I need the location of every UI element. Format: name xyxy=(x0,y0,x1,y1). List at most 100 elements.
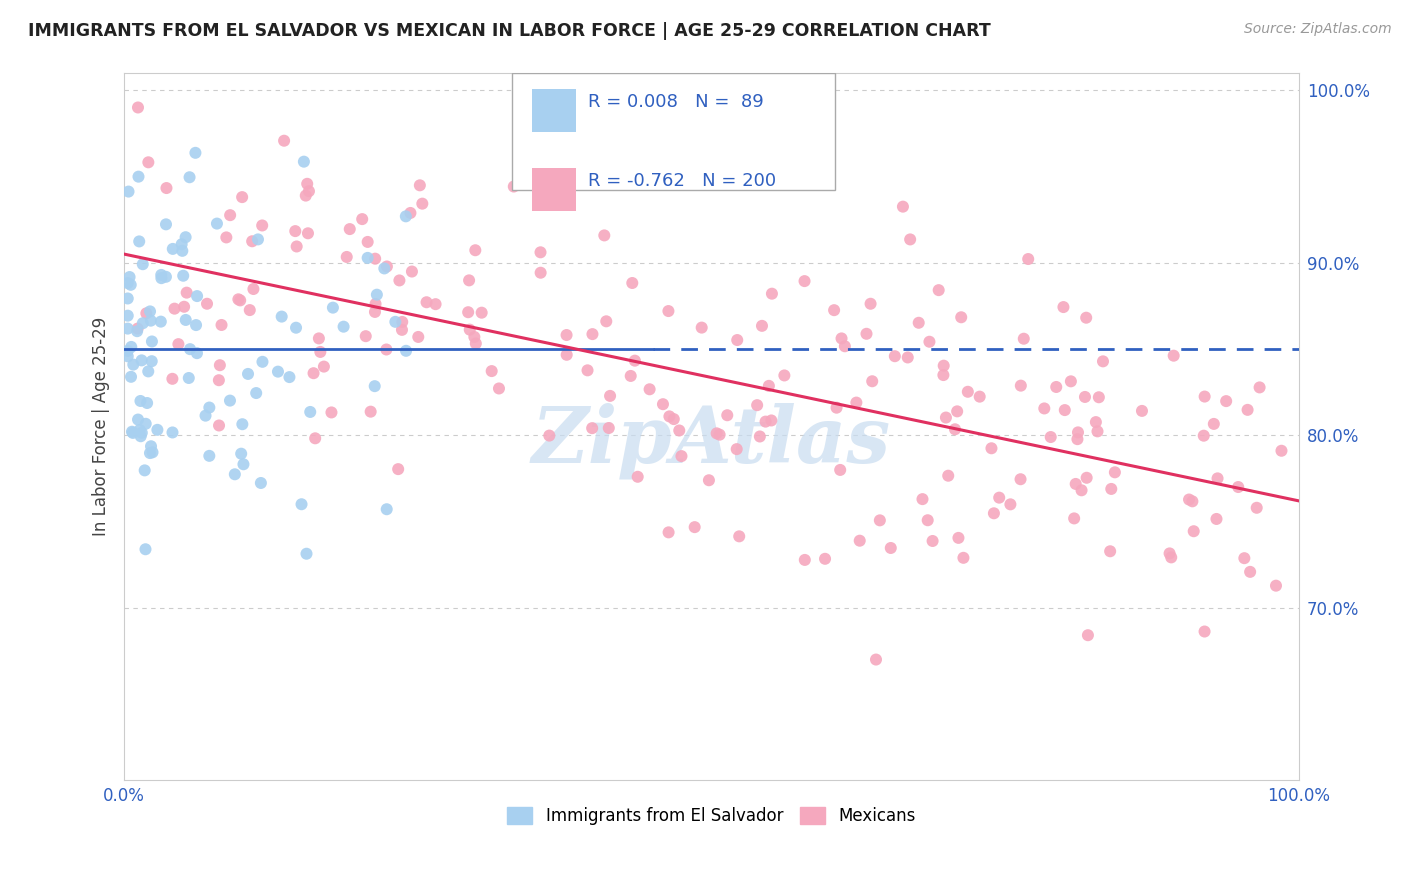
Point xyxy=(869,513,891,527)
Point xyxy=(576,363,599,377)
Point xyxy=(956,384,979,399)
Point xyxy=(928,283,950,297)
Point xyxy=(1192,428,1215,442)
Point xyxy=(946,404,969,418)
Point xyxy=(136,364,159,378)
Point xyxy=(290,497,312,511)
Point xyxy=(139,304,162,318)
Point xyxy=(321,405,343,419)
Point xyxy=(278,370,301,384)
Point xyxy=(1052,300,1074,314)
Point xyxy=(883,349,905,363)
Point xyxy=(162,242,184,256)
Point xyxy=(366,287,388,301)
Point xyxy=(898,232,921,246)
Point xyxy=(980,442,1002,456)
Point xyxy=(364,305,387,319)
Point xyxy=(121,425,143,439)
Point xyxy=(652,397,675,411)
Point xyxy=(683,520,706,534)
Point xyxy=(120,340,142,354)
Point xyxy=(457,305,479,319)
Point xyxy=(173,300,195,314)
Point xyxy=(388,273,411,287)
Point xyxy=(907,316,929,330)
Point xyxy=(194,409,217,423)
Point xyxy=(988,491,1011,505)
Point xyxy=(595,314,617,328)
Point xyxy=(118,270,141,285)
Point xyxy=(285,239,308,253)
Point xyxy=(755,415,778,429)
Point xyxy=(728,529,751,543)
Point xyxy=(1205,512,1227,526)
Point xyxy=(555,328,578,343)
FancyBboxPatch shape xyxy=(531,89,576,132)
Point xyxy=(1163,349,1185,363)
Point xyxy=(186,289,208,303)
Point xyxy=(1194,390,1216,404)
Point xyxy=(360,405,382,419)
Point xyxy=(1012,332,1035,346)
Point xyxy=(292,154,315,169)
Text: Source: ZipAtlas.com: Source: ZipAtlas.com xyxy=(1244,22,1392,37)
Point xyxy=(219,208,242,222)
Point xyxy=(127,324,149,338)
Point xyxy=(131,353,153,368)
Point xyxy=(364,379,387,393)
Point xyxy=(983,506,1005,520)
Point xyxy=(1039,430,1062,444)
Text: R = 0.008   N =  89: R = 0.008 N = 89 xyxy=(588,93,763,111)
Point xyxy=(935,410,957,425)
Point xyxy=(232,457,254,471)
Point xyxy=(406,330,429,344)
Point xyxy=(375,343,398,357)
Point xyxy=(932,359,955,373)
Point xyxy=(141,445,163,459)
Point xyxy=(716,156,738,170)
Point xyxy=(471,306,494,320)
Point xyxy=(658,409,681,424)
Point xyxy=(464,336,486,351)
Point xyxy=(598,421,620,435)
Point xyxy=(267,365,290,379)
Point xyxy=(245,386,267,401)
Point xyxy=(529,245,551,260)
Point xyxy=(198,449,221,463)
Point xyxy=(176,285,198,300)
Point xyxy=(1063,511,1085,525)
Point xyxy=(356,251,378,265)
Point xyxy=(246,232,269,246)
Point xyxy=(135,306,157,320)
Point xyxy=(172,268,194,283)
Point xyxy=(250,219,273,233)
Point xyxy=(138,155,160,169)
Point xyxy=(1227,480,1250,494)
Point xyxy=(865,652,887,666)
Point xyxy=(117,321,139,335)
Point xyxy=(308,331,330,345)
Point xyxy=(834,339,856,353)
Legend: Immigrants from El Salvador, Mexicans: Immigrants from El Salvador, Mexicans xyxy=(508,807,915,825)
Point xyxy=(481,364,503,378)
Point xyxy=(952,550,974,565)
FancyBboxPatch shape xyxy=(531,169,576,211)
Point xyxy=(1074,390,1097,404)
Point xyxy=(131,425,153,440)
Point xyxy=(242,282,264,296)
Point xyxy=(179,170,201,185)
Point xyxy=(285,320,308,334)
Point xyxy=(136,396,159,410)
Point xyxy=(860,374,883,388)
Point xyxy=(395,343,418,358)
Point xyxy=(132,257,155,271)
Point xyxy=(671,449,693,463)
Point xyxy=(668,424,690,438)
Point xyxy=(211,318,233,332)
Point xyxy=(1060,375,1083,389)
Point xyxy=(1099,544,1122,558)
Point xyxy=(117,276,139,290)
Point xyxy=(1076,310,1098,325)
Point xyxy=(814,551,837,566)
Point xyxy=(1064,477,1087,491)
